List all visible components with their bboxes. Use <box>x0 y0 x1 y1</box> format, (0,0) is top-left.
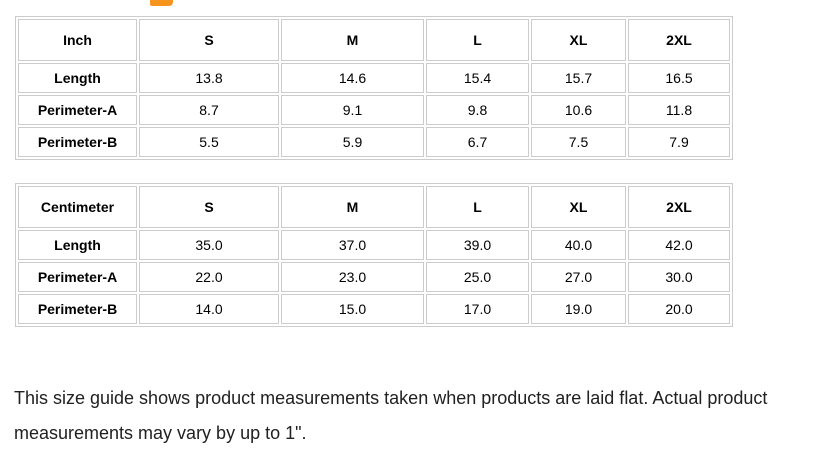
value-cell: 22.0 <box>139 262 279 292</box>
size-header-cell-2xl: 2XL <box>628 19 730 61</box>
table-row-length: Length 35.0 37.0 39.0 40.0 42.0 <box>18 230 730 260</box>
value-cell: 13.8 <box>139 63 279 93</box>
value-cell: 25.0 <box>426 262 529 292</box>
value-cell: 9.1 <box>281 95 424 125</box>
note-line: This size guide shows product measuremen… <box>14 388 768 408</box>
value-cell: 42.0 <box>628 230 730 260</box>
value-cell: 15.7 <box>531 63 626 93</box>
size-header-cell-m: M <box>281 19 424 61</box>
value-cell: 15.0 <box>281 294 424 324</box>
unit-header-cell: Inch <box>18 19 137 61</box>
row-label-cell: Length <box>18 63 137 93</box>
value-cell: 35.0 <box>139 230 279 260</box>
table-header-row: Centimeter S M L XL 2XL <box>18 186 730 228</box>
value-cell: 10.6 <box>531 95 626 125</box>
size-header-cell-s: S <box>139 186 279 228</box>
unit-header-cell: Centimeter <box>18 186 137 228</box>
row-label-cell: Length <box>18 230 137 260</box>
size-header-cell-m: M <box>281 186 424 228</box>
value-cell: 14.0 <box>139 294 279 324</box>
value-cell: 40.0 <box>531 230 626 260</box>
size-header-cell-l: L <box>426 186 529 228</box>
size-header-cell-xl: XL <box>531 19 626 61</box>
value-cell: 16.5 <box>628 63 730 93</box>
value-cell: 14.6 <box>281 63 424 93</box>
row-label-cell: Perimeter-B <box>18 294 137 324</box>
size-header-cell-xl: XL <box>531 186 626 228</box>
value-cell: 7.9 <box>628 127 730 157</box>
size-header-cell-l: L <box>426 19 529 61</box>
value-cell: 27.0 <box>531 262 626 292</box>
table-row-perimeter-b: Perimeter-B 14.0 15.0 17.0 19.0 20.0 <box>18 294 730 324</box>
value-cell: 15.4 <box>426 63 529 93</box>
value-cell: 5.9 <box>281 127 424 157</box>
value-cell: 37.0 <box>281 230 424 260</box>
size-guide-note: This size guide shows product measuremen… <box>14 381 767 451</box>
row-label-cell: Perimeter-B <box>18 127 137 157</box>
note-line: measurements may vary by up to 1". <box>14 423 307 443</box>
size-header-cell-2xl: 2XL <box>628 186 730 228</box>
table-row-perimeter-b: Perimeter-B 5.5 5.9 6.7 7.5 7.9 <box>18 127 730 157</box>
value-cell: 5.5 <box>139 127 279 157</box>
size-header-cell-s: S <box>139 19 279 61</box>
table-row-length: Length 13.8 14.6 15.4 15.7 16.5 <box>18 63 730 93</box>
table-row-perimeter-a: Perimeter-A 22.0 23.0 25.0 27.0 30.0 <box>18 262 730 292</box>
value-cell: 8.7 <box>139 95 279 125</box>
size-table-centimeter: Centimeter S M L XL 2XL Length 35.0 37.0… <box>15 183 733 327</box>
size-guide-tables: Inch S M L XL 2XL Length 13.8 14.6 15.4 … <box>15 16 733 327</box>
table-row-perimeter-a: Perimeter-A 8.7 9.1 9.8 10.6 11.8 <box>18 95 730 125</box>
value-cell: 20.0 <box>628 294 730 324</box>
value-cell: 23.0 <box>281 262 424 292</box>
value-cell: 17.0 <box>426 294 529 324</box>
table-header-row: Inch S M L XL 2XL <box>18 19 730 61</box>
value-cell: 11.8 <box>628 95 730 125</box>
size-table-inch: Inch S M L XL 2XL Length 13.8 14.6 15.4 … <box>15 16 733 160</box>
row-label-cell: Perimeter-A <box>18 95 137 125</box>
value-cell: 30.0 <box>628 262 730 292</box>
row-label-cell: Perimeter-A <box>18 262 137 292</box>
value-cell: 39.0 <box>426 230 529 260</box>
clipped-heading-fragment <box>150 0 173 6</box>
value-cell: 6.7 <box>426 127 529 157</box>
value-cell: 9.8 <box>426 95 529 125</box>
value-cell: 7.5 <box>531 127 626 157</box>
value-cell: 19.0 <box>531 294 626 324</box>
